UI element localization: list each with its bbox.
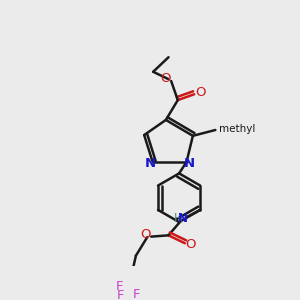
Text: N: N bbox=[184, 157, 195, 170]
Text: O: O bbox=[140, 228, 151, 241]
Text: O: O bbox=[195, 86, 205, 99]
Text: N: N bbox=[145, 157, 156, 170]
Text: O: O bbox=[185, 238, 196, 251]
Text: O: O bbox=[160, 72, 171, 85]
Text: F: F bbox=[116, 280, 123, 293]
Text: F: F bbox=[133, 288, 140, 300]
Text: methyl: methyl bbox=[219, 124, 256, 134]
Text: F: F bbox=[117, 290, 124, 300]
Text: N: N bbox=[178, 212, 188, 225]
Text: H: H bbox=[174, 212, 182, 225]
